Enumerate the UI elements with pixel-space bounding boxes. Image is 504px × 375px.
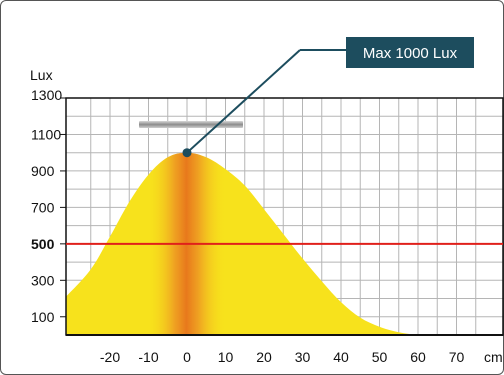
y-tick-label: 300	[31, 272, 55, 288]
x-tick-label: 40	[333, 349, 349, 365]
axes	[65, 97, 504, 336]
x-tick-label: 60	[410, 349, 426, 365]
x-tick-label: -10	[138, 349, 158, 365]
x-tick-label: 70	[449, 349, 465, 365]
x-tick-label: 20	[256, 349, 272, 365]
callout-box	[346, 37, 474, 68]
x-axis-unit: cm	[484, 349, 503, 365]
y-tick-labels: 1300 1100 900 700 500 300 100	[31, 87, 66, 325]
x-tick-label: -20	[100, 349, 120, 365]
y-tick-label: 1300	[31, 87, 62, 103]
y-tick-label: 900	[31, 163, 55, 179]
callout-leader-line	[186, 49, 301, 154]
x-tick-label: 30	[295, 349, 311, 365]
y-tick-label: 1100	[31, 126, 61, 142]
light-fixture	[139, 121, 243, 128]
y-tick-label: 500	[31, 236, 55, 252]
max-callout: Max 1000 Lux	[182, 37, 474, 158]
area-series	[66, 152, 418, 335]
x-tick-label: 10	[218, 349, 234, 365]
x-tick-label: 0	[183, 349, 191, 365]
peak-marker	[182, 148, 192, 158]
x-tick-label: 50	[372, 349, 388, 365]
x-tick-labels: -20 -10 0 10 20 30 40 50 60 70	[100, 349, 465, 365]
y-tick-label: 700	[31, 199, 55, 215]
y-tick-label: 100	[31, 309, 55, 325]
callout-label: Max 1000 Lux	[363, 45, 458, 62]
y-axis-label: Lux	[30, 67, 53, 83]
